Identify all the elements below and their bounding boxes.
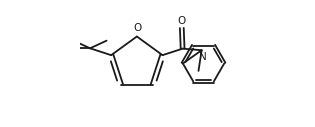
Text: O: O	[134, 23, 142, 33]
Text: O: O	[178, 16, 186, 26]
Text: N: N	[198, 52, 206, 62]
